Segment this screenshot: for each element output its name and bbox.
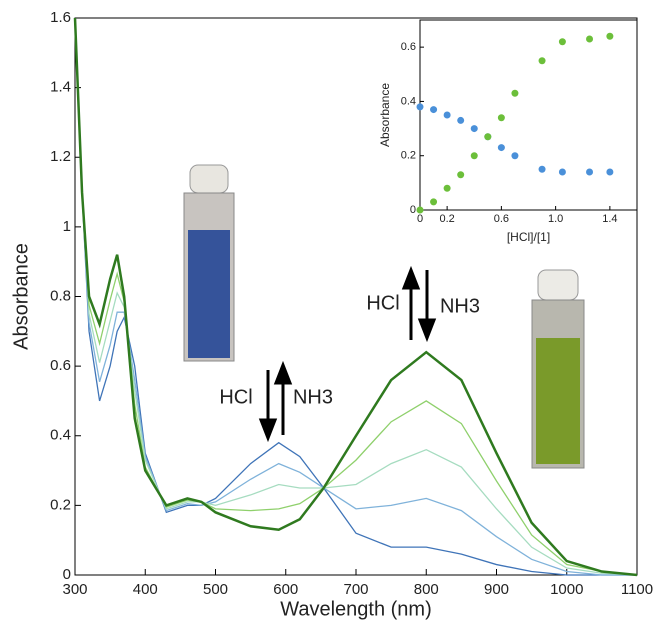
annotation: HCl (219, 386, 252, 408)
scatter-point (430, 198, 438, 206)
scatter-point (511, 152, 519, 160)
scatter-point (606, 168, 614, 176)
x-tick-label: 600 (273, 581, 298, 598)
y-tick-label: 0.6 (401, 41, 416, 53)
scatter-point (558, 38, 566, 46)
x-tick-label: 1000 (550, 581, 583, 598)
annotation: NH3 (440, 295, 480, 317)
y-tick-label: 0.2 (50, 496, 71, 513)
y-tick-label: 0.4 (401, 95, 416, 107)
x-tick-label: 700 (343, 581, 368, 598)
y-tick-label: 1.6 (50, 9, 71, 26)
spectrum-line (74, 17, 638, 576)
y-axis-label: Absorbance (10, 243, 32, 350)
y-tick-label: 0.2 (401, 150, 416, 162)
x-tick-label: 800 (414, 581, 439, 598)
y-tick-label: 0.8 (50, 287, 71, 304)
scatter-point (497, 144, 505, 152)
y-tick-label: 0.4 (50, 427, 71, 444)
scatter-point (606, 32, 614, 40)
x-tick-label: 900 (484, 581, 509, 598)
vial-blue (183, 164, 235, 362)
scatter-point (497, 114, 505, 122)
scatter-point (538, 165, 546, 173)
x-axis-label: [HCl]/[1] (507, 230, 550, 244)
x-tick-label: 300 (62, 581, 87, 598)
scatter-point (470, 152, 478, 160)
scatter-point (558, 168, 566, 176)
vial-green (531, 269, 585, 469)
x-tick-label: 0.2 (439, 213, 454, 225)
x-tick-label: 500 (203, 581, 228, 598)
spectrum-line (74, 17, 638, 576)
annotation: HCl (366, 292, 399, 314)
x-tick-label: 1100 (621, 581, 653, 598)
x-tick-label: 400 (133, 581, 158, 598)
scatter-point (586, 168, 594, 176)
y-tick-label: 1 (63, 218, 71, 235)
scatter-point (538, 57, 546, 65)
scatter-point (470, 125, 478, 133)
y-tick-label: 0 (63, 566, 71, 583)
scatter-point (457, 116, 465, 124)
scatter-point (430, 106, 438, 114)
y-tick-label: 1.4 (50, 79, 71, 96)
y-axis-label: Absorbance (378, 83, 392, 147)
spectrum-line (74, 17, 637, 576)
arrows (258, 265, 437, 443)
x-tick-label: 0 (417, 213, 423, 225)
scatter-point (416, 206, 424, 214)
scatter-point (416, 103, 424, 111)
x-tick-label: 0.6 (494, 213, 509, 225)
spectrum-line (73, 17, 638, 577)
x-axis-label: Wavelength (nm) (280, 598, 432, 620)
inset-background (420, 20, 637, 210)
scatter-point (484, 133, 492, 141)
y-tick-label: 0.6 (50, 357, 71, 374)
plot-frame (419, 19, 638, 211)
scatter-point (457, 171, 465, 179)
y-tick-label: 1.2 (50, 148, 71, 165)
annotation: NH3 (293, 386, 333, 408)
x-tick-label: 1.0 (548, 213, 563, 225)
spectrum-line (74, 17, 637, 576)
scatter-point (443, 111, 451, 119)
scatter-point (511, 89, 519, 97)
y-tick-label: 0 (410, 204, 416, 216)
scatter-point (586, 35, 594, 43)
x-tick-label: 1.4 (602, 213, 617, 225)
scatter-point (443, 184, 451, 192)
